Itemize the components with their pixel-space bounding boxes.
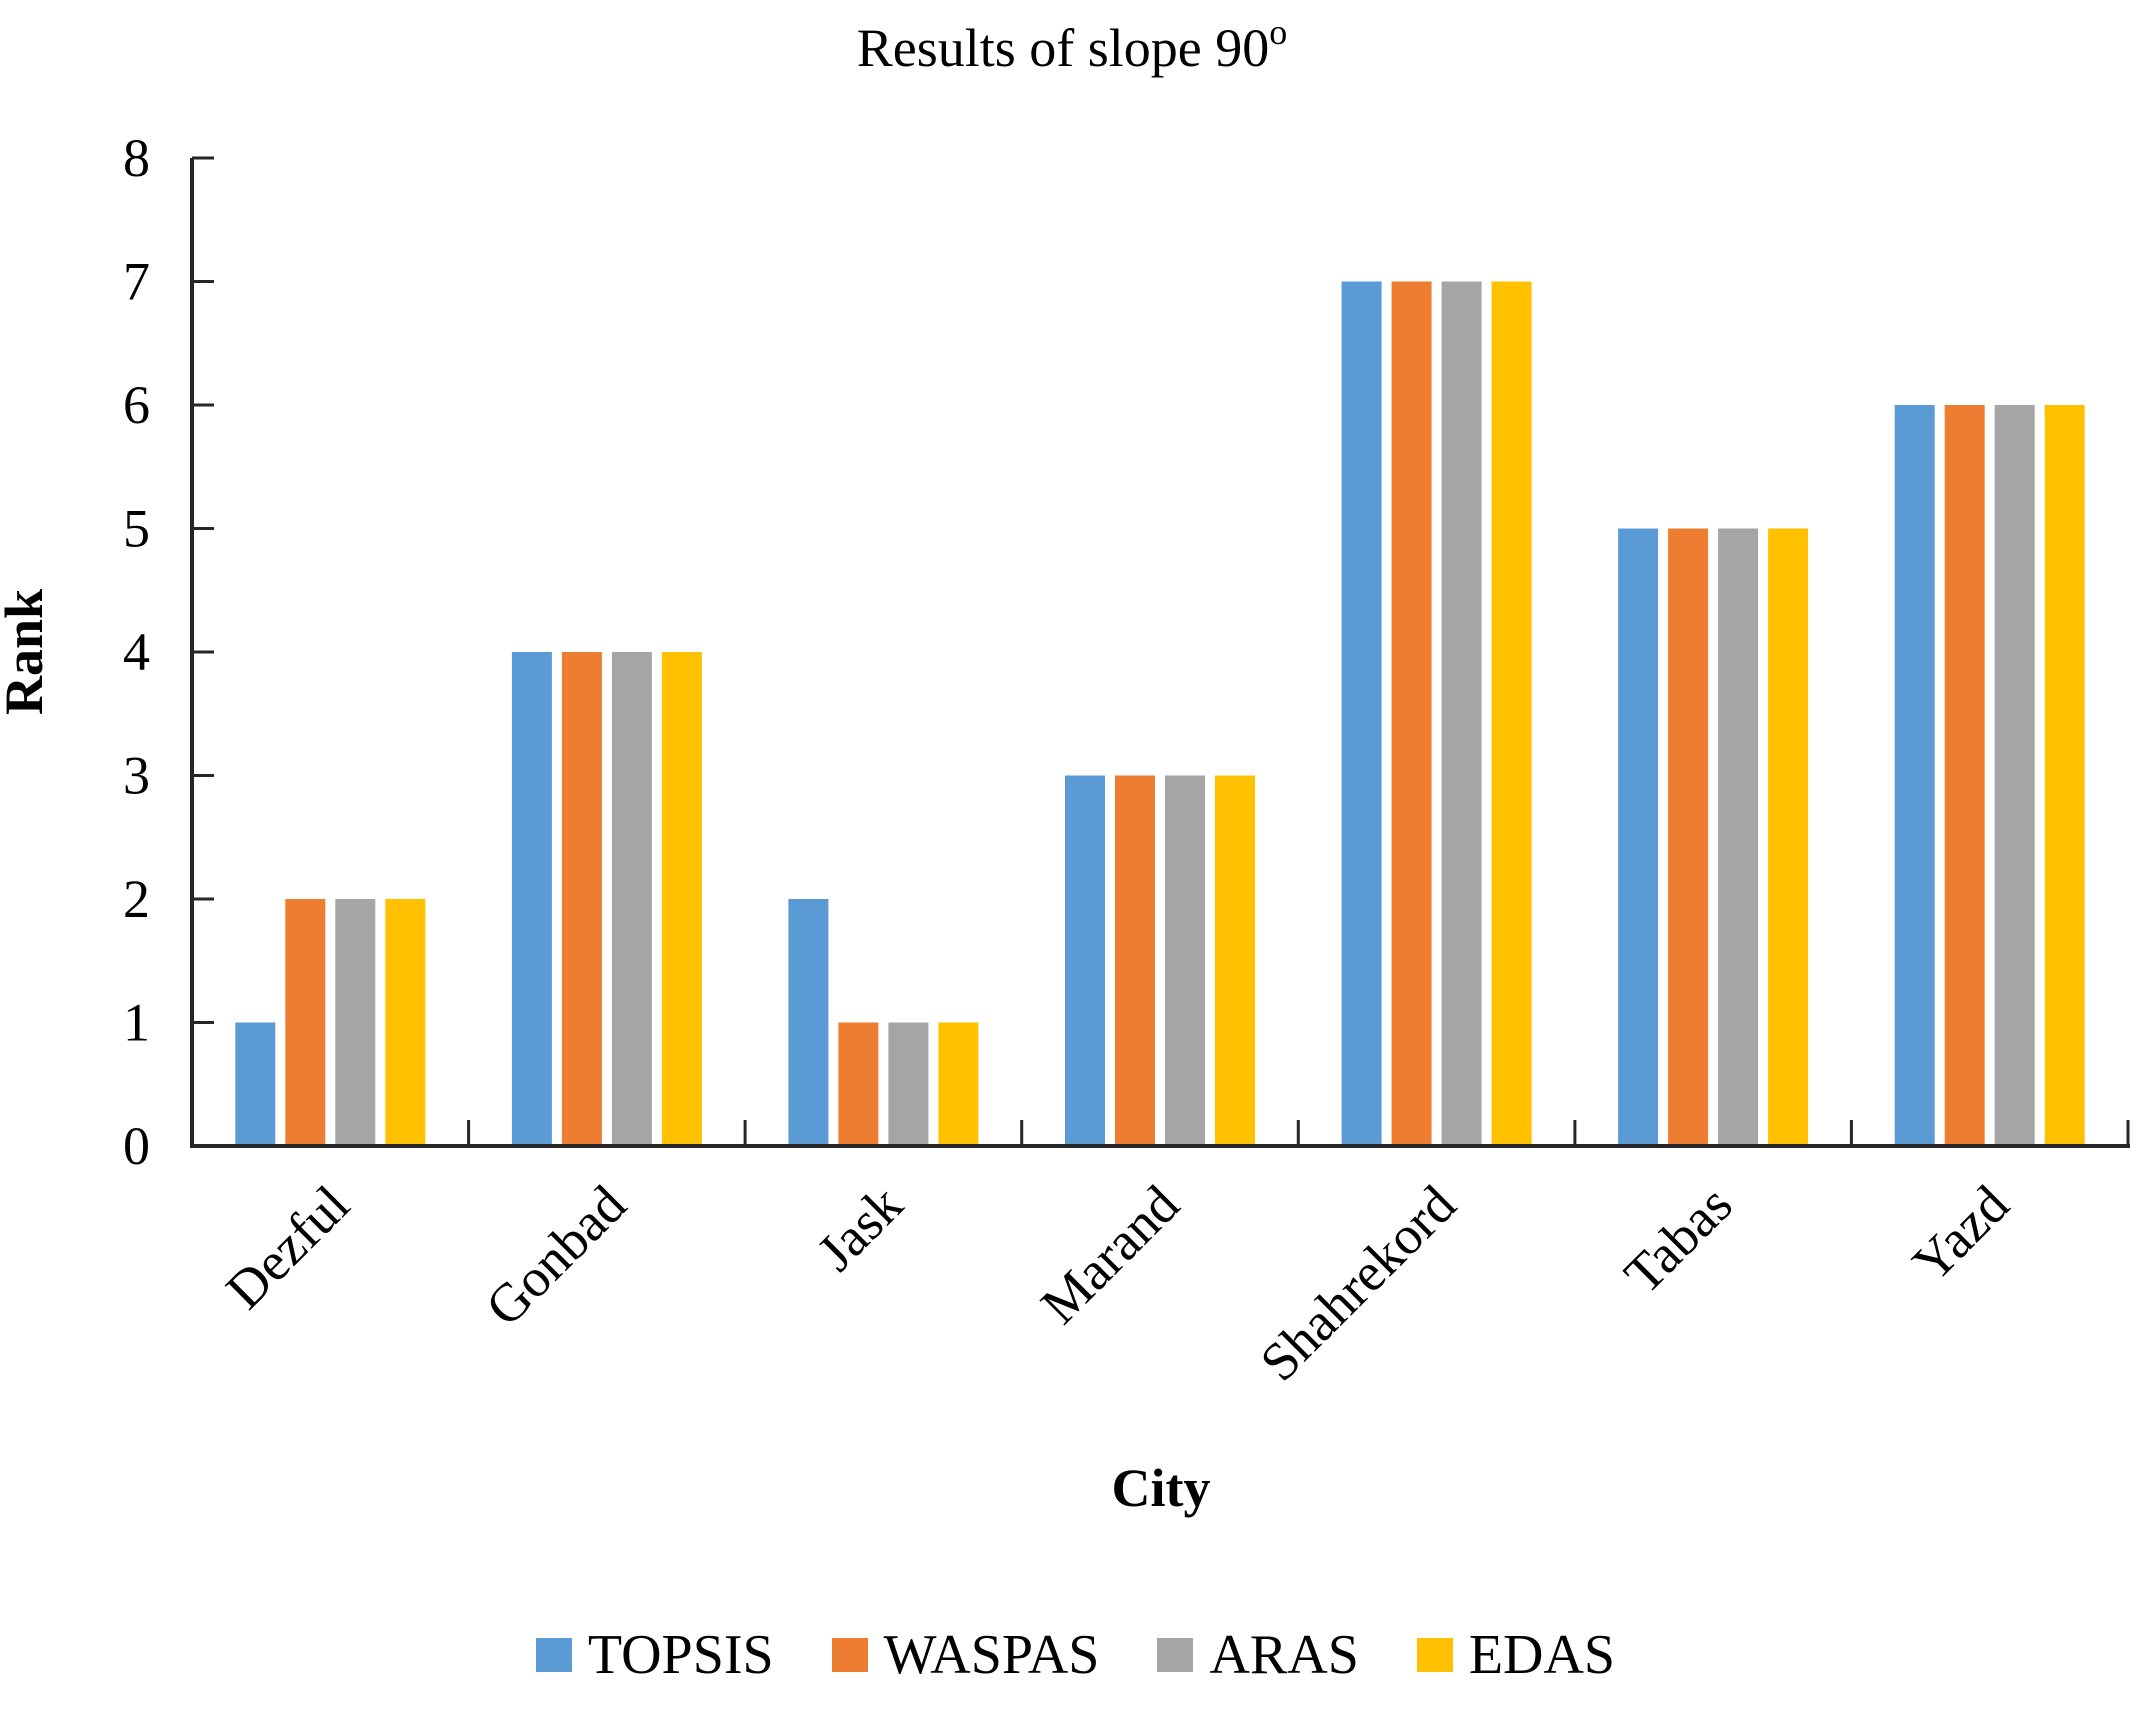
legend-item-topsis: TOPSIS — [535, 1624, 774, 1686]
y-axis-title: Rank — [0, 589, 54, 715]
bar-edas-gonbad — [661, 652, 702, 1146]
bar-waspas-gonbad — [561, 652, 602, 1146]
y-tick-label-7: 7 — [123, 252, 150, 312]
y-tick-label-3: 3 — [123, 746, 150, 806]
legend-swatch-waspas — [831, 1638, 868, 1672]
x-category-label-shahrekord: Shahrekord — [1249, 1174, 1467, 1392]
x-axis-title: City — [1112, 1458, 1211, 1518]
x-category-label-yazd: Yazd — [1901, 1174, 2020, 1293]
x-category-label-jask: Jask — [806, 1174, 914, 1282]
y-tick-label-1: 1 — [123, 993, 150, 1053]
y-tick-label-8: 8 — [123, 128, 150, 188]
bar-edas-marand — [1215, 775, 1255, 1146]
legend-swatch-topsis — [535, 1638, 572, 1672]
legend-swatch-edas — [1416, 1638, 1453, 1672]
bar-aras-gonbad — [611, 652, 652, 1146]
bar-waspas-jask — [838, 1022, 879, 1146]
bar-waspas-shahrekord — [1391, 281, 1432, 1146]
bar-topsis-shahrekord — [1341, 281, 1382, 1146]
bar-topsis-marand — [1065, 775, 1105, 1146]
x-category-label-tabas: Tabas — [1613, 1174, 1744, 1305]
bar-aras-tabas — [1718, 528, 1759, 1146]
legend-label-topsis: TOPSIS — [587, 1624, 774, 1686]
bar-waspas-dezful — [285, 899, 326, 1146]
chart-title: Results of slope 90o — [857, 12, 1288, 78]
bar-topsis-gonbad — [511, 652, 552, 1146]
bars-group — [235, 281, 2085, 1146]
legend-item-edas: EDAS — [1416, 1624, 1616, 1686]
legend-item-aras: ARAS — [1157, 1624, 1359, 1686]
legend-label-aras: ARAS — [1209, 1624, 1359, 1686]
bar-waspas-yazd — [1944, 405, 1985, 1146]
bar-edas-yazd — [2044, 405, 2085, 1146]
x-category-label-dezful: Dezful — [214, 1174, 360, 1320]
bar-edas-jask — [938, 1022, 979, 1146]
bar-aras-marand — [1165, 775, 1205, 1146]
bar-aras-yazd — [1994, 405, 2035, 1146]
y-tick-label-5: 5 — [123, 499, 150, 559]
legend-label-waspas: WASPAS — [883, 1624, 1100, 1686]
bar-edas-dezful — [385, 899, 426, 1146]
bar-topsis-yazd — [1894, 405, 1935, 1146]
legend: TOPSIS WASPAS ARAS EDAS — [0, 1618, 2151, 1692]
y-tick-label-0: 0 — [123, 1116, 150, 1176]
x-category-label-marand: Marand — [1029, 1174, 1190, 1335]
y-tick-label-6: 6 — [123, 375, 150, 435]
bar-edas-tabas — [1768, 528, 1809, 1146]
bar-aras-jask — [888, 1022, 929, 1146]
axes-group — [190, 156, 2130, 1148]
bar-topsis-tabas — [1618, 528, 1659, 1146]
y-tick-label-2: 2 — [123, 869, 150, 929]
bar-waspas-marand — [1115, 775, 1155, 1146]
bar-topsis-jask — [788, 899, 829, 1146]
bar-topsis-dezful — [235, 1022, 276, 1146]
legend-swatch-aras — [1157, 1638, 1194, 1672]
bar-aras-dezful — [335, 899, 376, 1146]
bar-waspas-tabas — [1668, 528, 1709, 1146]
y-tick-label-4: 4 — [123, 622, 150, 682]
bar-aras-shahrekord — [1441, 281, 1482, 1146]
legend-item-waspas: WASPAS — [831, 1624, 1100, 1686]
bar-edas-shahrekord — [1491, 281, 1532, 1146]
x-category-label-gonbad: Gonbad — [474, 1174, 637, 1337]
legend-label-edas: EDAS — [1468, 1624, 1616, 1686]
